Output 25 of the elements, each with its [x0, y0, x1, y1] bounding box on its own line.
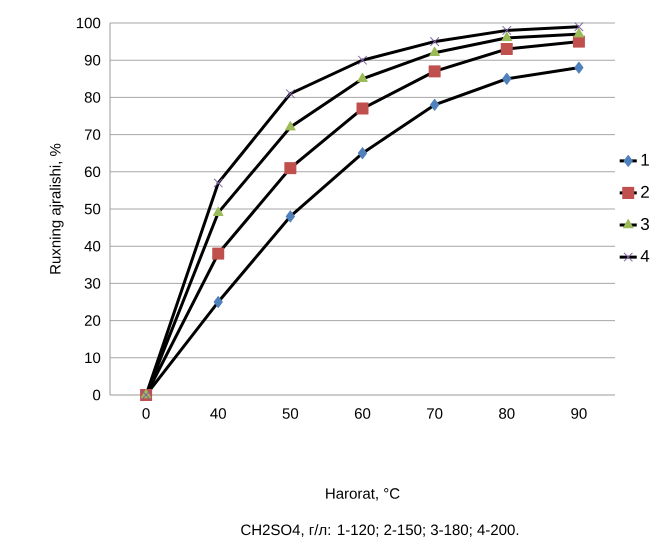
legend-label: 1	[642, 154, 649, 166]
x-tick-label: 70	[427, 408, 442, 419]
y-tick-label: 90	[84, 54, 100, 66]
legend-label: 2	[641, 186, 649, 198]
x-tick-label: 90	[571, 408, 587, 419]
y-tick-label: 20	[84, 315, 100, 326]
x-axis-title: Harorat, °C	[326, 488, 400, 501]
y-tick-label: 70	[84, 129, 100, 140]
y-tick-label: 0	[93, 390, 100, 400]
y-axis-title: Ruxning ajralishi, %	[50, 144, 64, 274]
y-tick-label: 50	[84, 204, 100, 214]
x-tick-label: 0	[142, 408, 150, 419]
text: CH2SO4, г/л: 1-120; 2-150; 3-180; 4-200.	[241, 524, 518, 537]
y-tick-label: 60	[84, 166, 100, 178]
y-tick-label: 40	[84, 240, 100, 252]
y-tick-label: 80	[84, 92, 100, 103]
x-tick-label: 40	[210, 408, 226, 419]
y-tick-label: 10	[85, 352, 100, 364]
y-tick-label: 100	[76, 18, 100, 28]
x-tick-label: 60	[354, 408, 370, 419]
y-tick-label: 30	[84, 278, 100, 289]
legend-label: 4	[640, 250, 650, 262]
x-tick-label: 80	[499, 408, 515, 419]
legend-label: 3	[640, 218, 649, 230]
x-tick-label: 50	[282, 408, 298, 419]
